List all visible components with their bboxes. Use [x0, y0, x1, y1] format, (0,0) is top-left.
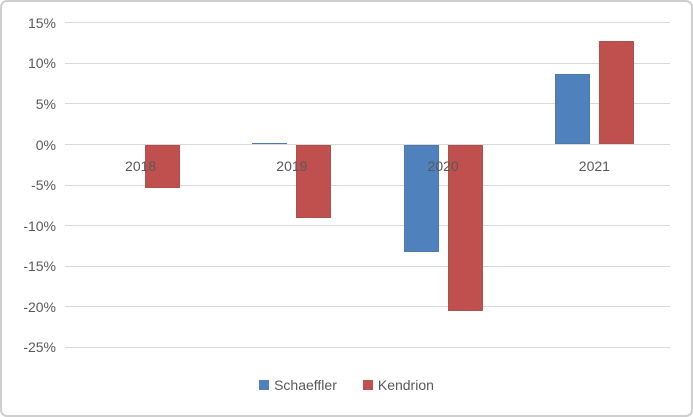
- bar-kendrion-2019: [296, 144, 332, 218]
- y-gridline: [65, 22, 670, 24]
- y-axis-tick-label: 5%: [35, 95, 56, 112]
- legend-swatch-icon: [259, 380, 270, 390]
- y-gridline: [65, 103, 670, 105]
- x-axis-category-label: 2018: [125, 158, 157, 174]
- y-gridline: [65, 184, 670, 186]
- legend-label: Kendrion: [377, 377, 434, 393]
- y-axis-tick-label: -15%: [23, 258, 56, 275]
- bar-kendrion-2021: [598, 40, 634, 145]
- y-axis-tick-label: -5%: [31, 177, 56, 194]
- bar-schaeffler-2021: [554, 73, 590, 145]
- legend-item-kendrion: Kendrion: [362, 377, 434, 393]
- bar-kendrion-2020: [447, 144, 483, 311]
- y-gridline: [65, 225, 670, 227]
- y-axis-tick-label: -20%: [23, 298, 56, 315]
- y-axis-tick-label: -10%: [23, 217, 56, 234]
- bar-schaeffler-2020: [403, 144, 439, 252]
- legend-label: Schaeffler: [274, 377, 337, 393]
- y-gridline: [65, 346, 670, 348]
- bar-kendrion-2018: [145, 144, 181, 189]
- x-axis-category-label: 2019: [276, 158, 308, 174]
- y-gridline: [65, 144, 670, 145]
- bar-schaeffler-2019: [252, 142, 288, 145]
- legend-swatch-icon: [362, 380, 373, 390]
- x-axis-category-label: 2020: [427, 158, 459, 174]
- y-axis-tick-label: -25%: [23, 339, 56, 356]
- y-axis-tick-label: 0%: [35, 136, 56, 153]
- chart-legend: Schaeffler Kendrion: [0, 378, 693, 392]
- y-gridline: [65, 62, 670, 64]
- y-axis-tick-label: 10%: [27, 55, 56, 72]
- y-gridline: [65, 306, 670, 308]
- y-gridline: [65, 265, 670, 267]
- y-axis-tick-label: 15%: [27, 14, 56, 31]
- legend-item-schaeffler: Schaeffler: [259, 378, 337, 392]
- x-axis-category-label: 2021: [578, 158, 610, 174]
